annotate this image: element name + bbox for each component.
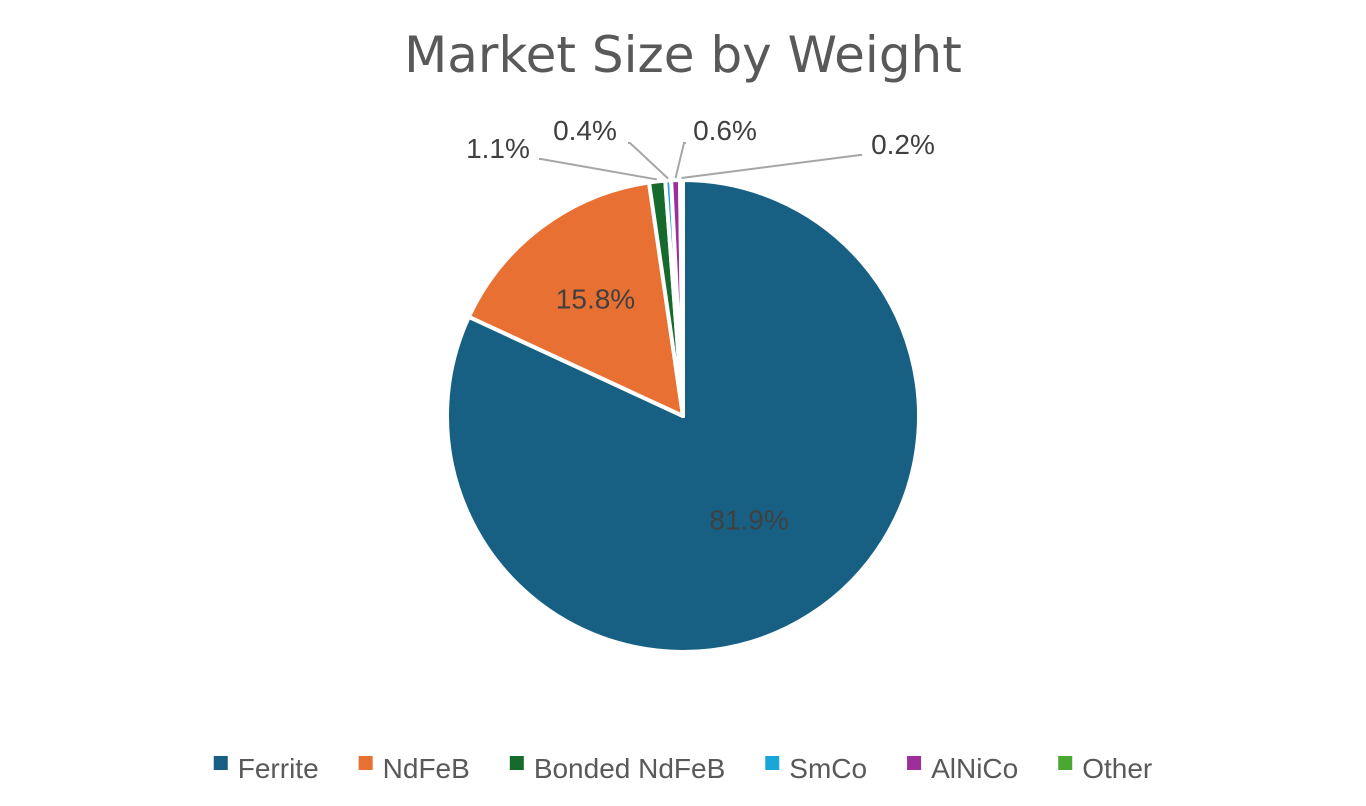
legend-swatch-smco (765, 756, 780, 770)
leader-line-other (681, 154, 862, 179)
data-label-smco: 0.4% (553, 115, 617, 146)
legend-label-ndfeb: NdFeB (383, 753, 470, 784)
leader-line-smco (628, 142, 669, 180)
legend-item-alnico: AlNiCo (907, 753, 1018, 784)
legend-item-smco: SmCo (765, 753, 867, 784)
leader-line-alnico (674, 142, 686, 179)
data-labels: 81.9% 15.8% 1.1% 0.4% 0.6% 0.2% (466, 115, 935, 535)
legend-label-alnico: AlNiCo (931, 753, 1018, 784)
legend-item-other: Other (1058, 753, 1152, 784)
data-label-other: 0.2% (871, 129, 935, 160)
data-label-alnico: 0.6% (693, 115, 757, 146)
leader-line-bonded-ndfeb (539, 158, 658, 181)
legend-item-ndfeb: NdFeB (358, 753, 470, 784)
legend-item-ferrite: Ferrite (213, 753, 319, 784)
leader-lines (539, 142, 862, 181)
pie-slice-other (678, 178, 685, 418)
data-label-bonded-ndfeb: 1.1% (466, 133, 530, 164)
legend-swatch-alnico (907, 756, 922, 770)
legend-label-ferrite: Ferrite (238, 753, 319, 784)
pie-slice-ndfeb (466, 180, 685, 418)
legend: Ferrite NdFeB Bonded NdFeB SmCo AlNiCo Other (213, 753, 1152, 784)
legend-swatch-ndfeb (358, 756, 373, 770)
legend-swatch-bonded-ndfeb (509, 756, 524, 770)
data-label-ndfeb: 15.8% (556, 284, 635, 315)
legend-swatch-other (1058, 756, 1073, 770)
legend-label-other: Other (1082, 753, 1152, 784)
legend-label-smco: SmCo (789, 753, 867, 784)
legend-item-bonded-ndfeb: Bonded NdFeB (509, 753, 725, 784)
data-label-ferrite: 81.9% (709, 504, 788, 535)
chart-title: Market Size by Weight (404, 26, 962, 84)
legend-label-bonded-ndfeb: Bonded NdFeB (534, 753, 725, 784)
legend-swatch-ferrite (213, 756, 228, 770)
pie-slices (445, 178, 921, 654)
